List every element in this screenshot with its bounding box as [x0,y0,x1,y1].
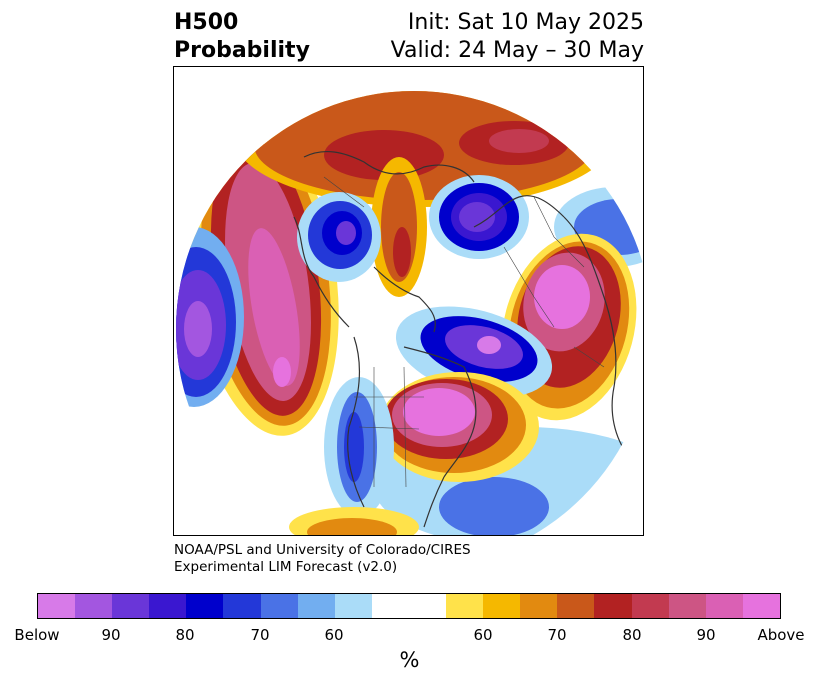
positive-anomaly-pacific-core [273,357,291,387]
positive-anomaly-north-arc-3 [324,130,444,180]
colorbar-swatch [334,594,372,618]
colorbar-swatch [260,594,298,618]
title-right: Init: Sat 10 May 2025 Valid: 24 May – 30… [391,9,644,65]
init-date: Init: Sat 10 May 2025 [407,10,644,35]
colorbar-unit-label: % [399,648,420,672]
colorbar-swatch [149,594,187,618]
pole-marker [404,298,412,306]
positive-anomaly-south-2 [307,518,397,535]
probability-map [176,91,643,535]
colorbar-swatch [705,594,743,618]
credit-line-2: Experimental LIM Forecast (v2.0) [174,559,398,575]
colorbar-swatch [557,594,595,618]
colorbar-ticks: Below 90 80 70 60 60 70 80 90 Above [0,626,819,646]
map-panel [173,66,644,536]
colorbar-tick-label: 90 [696,626,716,644]
positive-anomaly-asia-core [534,265,590,329]
colorbar-swatch [112,594,150,618]
credit-text: NOAA/PSL and University of Colorado/CIRE… [174,542,471,576]
colorbar-swatch [38,594,76,618]
colorbar-swatch [668,594,706,618]
colorbar-swatch [483,594,521,618]
positive-anomaly-north-arc-5 [489,129,549,153]
colorbar-swatch [186,594,224,618]
title-field: Probability [174,38,310,63]
colorbar [37,593,781,619]
colorbar-tick-label: 60 [473,626,493,644]
positive-anomaly-pacific-5 [248,228,300,386]
negative-anomaly-alaska-core [336,221,356,245]
colorbar-swatch [297,594,335,618]
negative-anomaly-europe-core [459,202,495,232]
colorbar-swatch [446,594,484,618]
positive-anomaly-eastern-na-core [403,388,475,436]
colorbar-swatch [742,594,780,618]
colorbar-tick-label: 70 [547,626,567,644]
colorbar-swatch [408,594,447,618]
credit-line-1: NOAA/PSL and University of Colorado/CIRE… [174,542,471,558]
coastlines [293,106,635,528]
colorbar-tick-label: 60 [324,626,344,644]
colorbar-swatch [75,594,113,618]
positive-anomaly-central-3 [393,227,411,277]
negative-anomaly-south-2 [439,477,549,535]
colorbar-tick-label: Above [757,626,805,644]
colorbar-tick-label: 70 [250,626,270,644]
valid-range: Valid: 24 May – 30 May [390,38,644,63]
forecast-field [176,91,643,535]
colorbar-swatch [223,594,261,618]
colorbar-tick-label: 80 [622,626,642,644]
negative-anomaly-west-core [184,301,212,357]
title-variable: H500 [174,10,239,35]
negative-anomaly-central-core [477,336,501,354]
negative-anomaly-west-us-3 [344,412,364,482]
colorbar-swatch [594,594,632,618]
colorbar-tick-label: 80 [175,626,195,644]
colorbar-swatch [520,594,558,618]
borders [323,176,605,488]
colorbar-tick-label: 90 [101,626,121,644]
colorbar-tick-label: Below [14,626,60,644]
title-left: H500 Probability [174,9,310,65]
colorbar-swatch [631,594,669,618]
colorbar-swatch [371,594,409,618]
